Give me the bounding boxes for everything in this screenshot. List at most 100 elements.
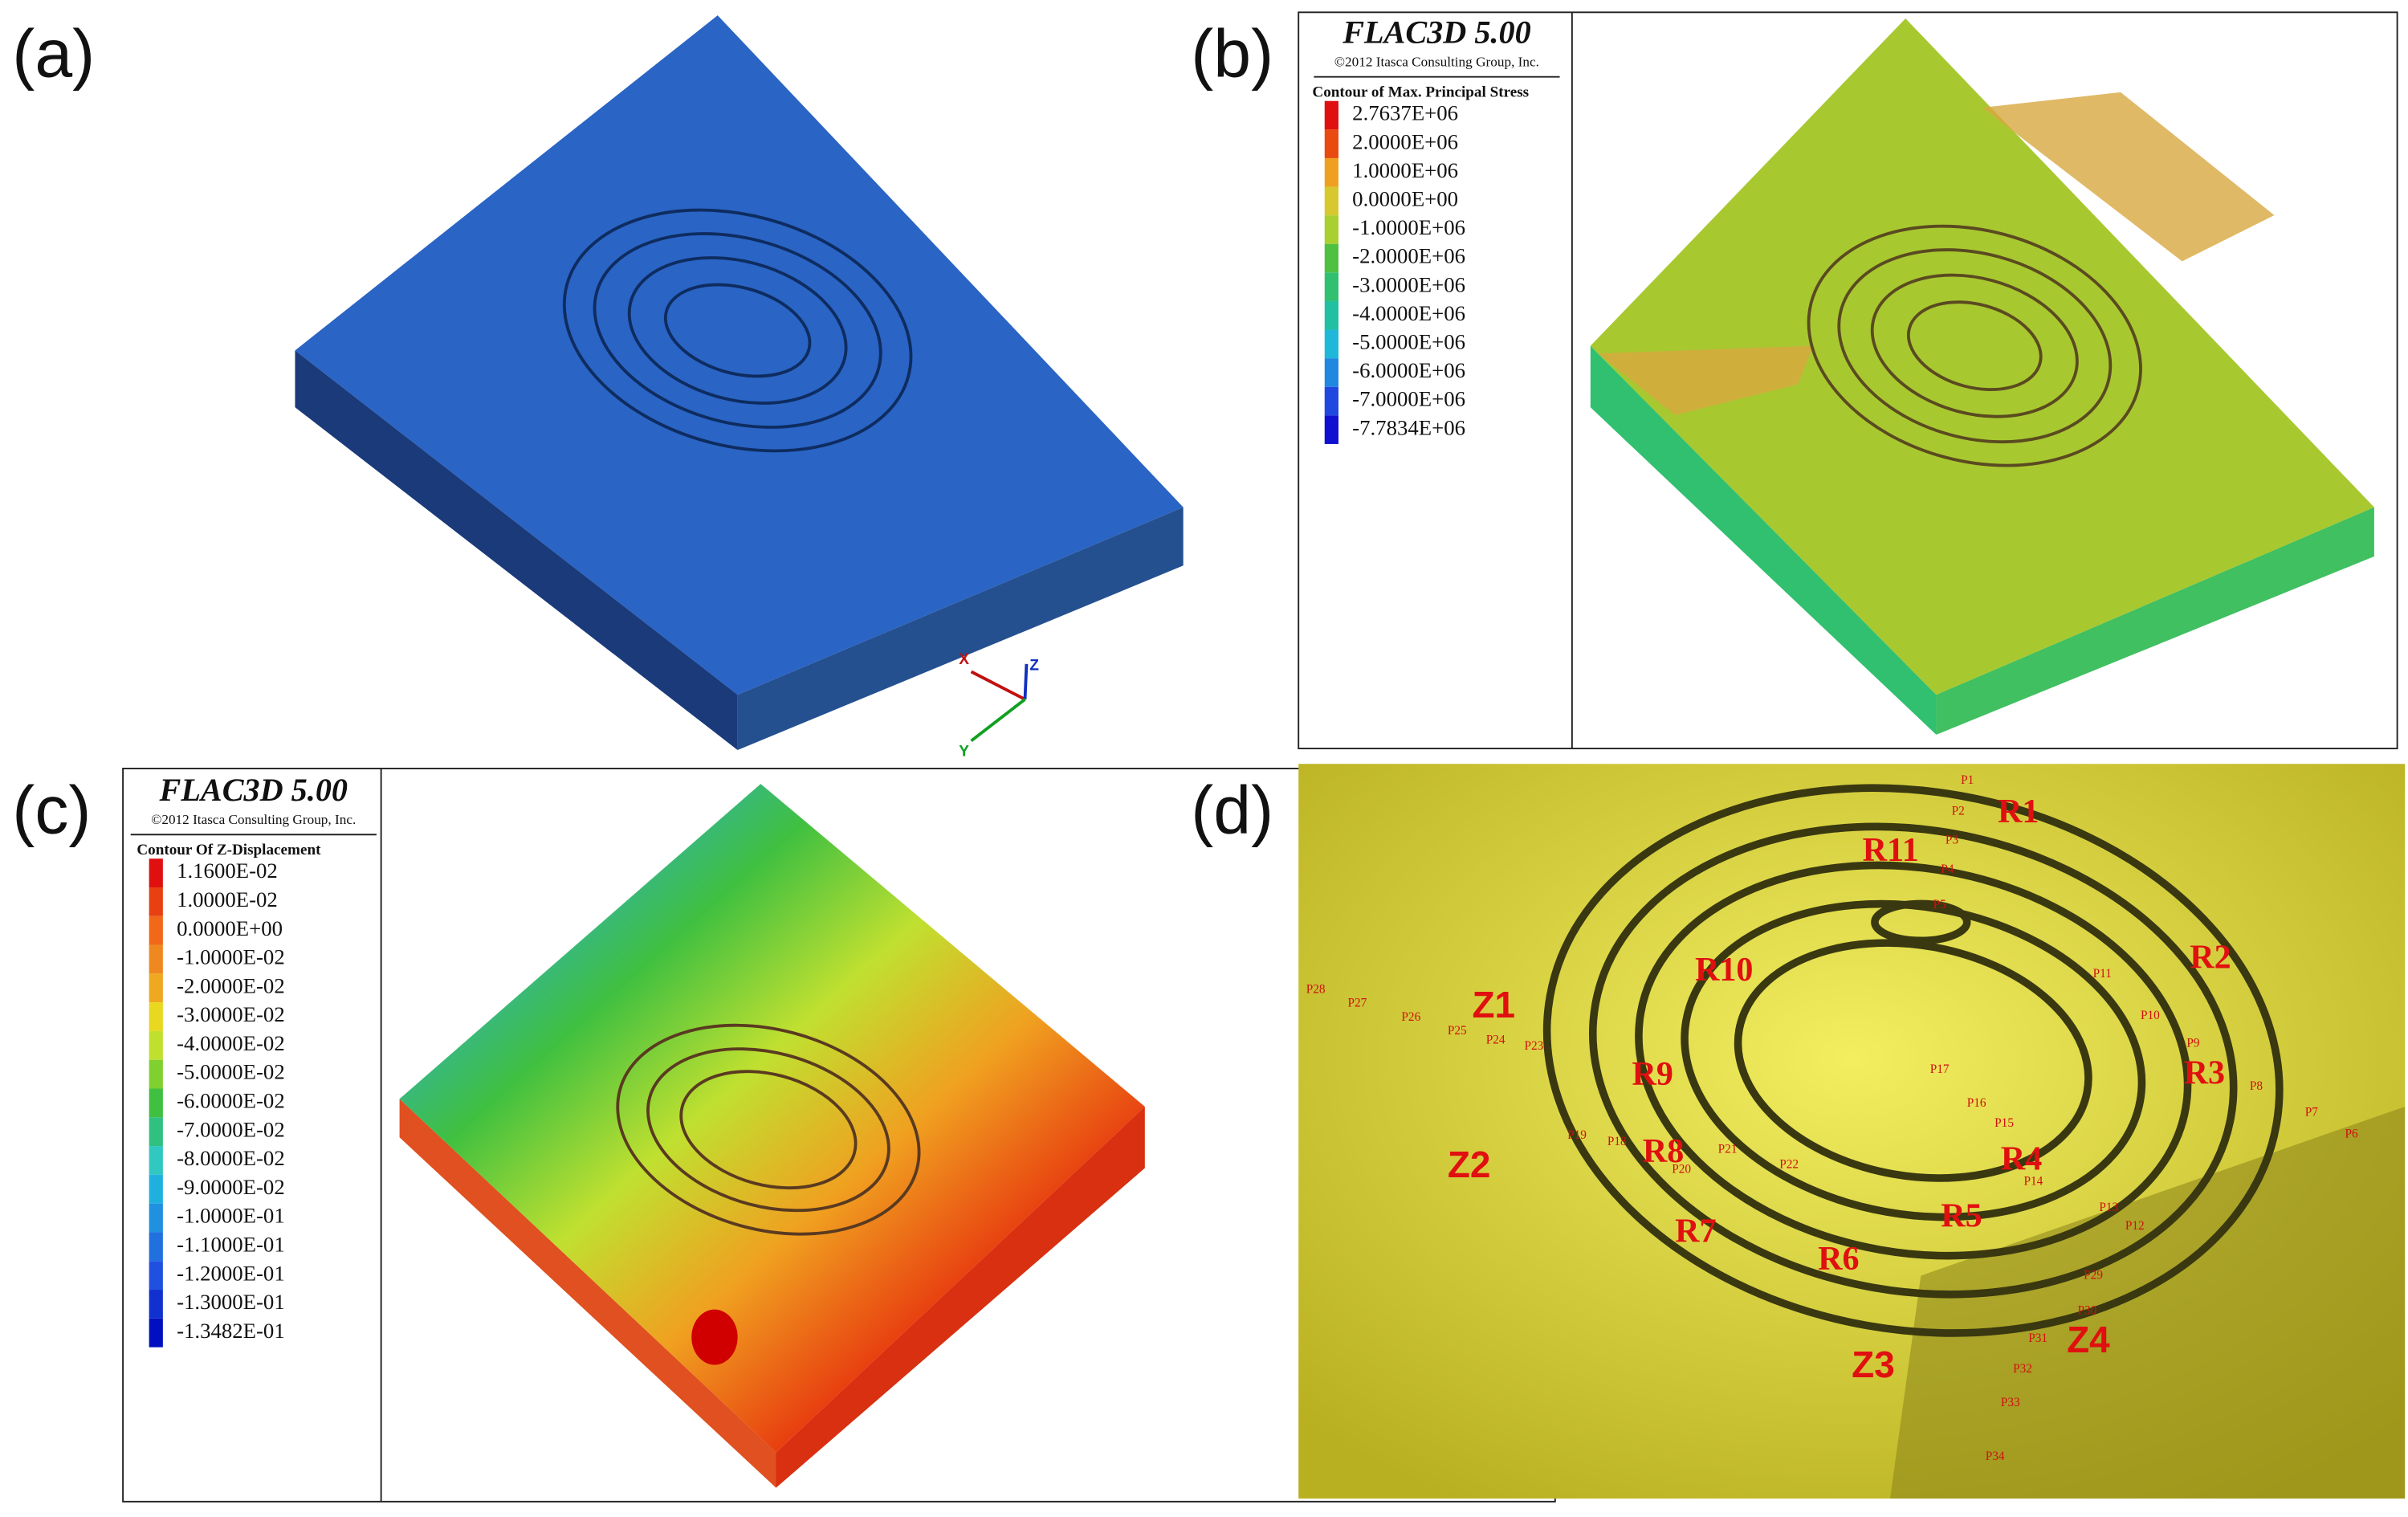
legend-label: -4.0000E+06: [1352, 301, 1465, 325]
section-label: R4: [2001, 1140, 2042, 1177]
section-label: R5: [1941, 1197, 1982, 1234]
section-label: R10: [1695, 951, 1754, 989]
legend-label: -1.3000E-01: [177, 1290, 285, 1314]
point-label: P10: [2141, 1009, 2160, 1022]
legend-swatch: [149, 1002, 163, 1031]
point-label: P8: [2250, 1079, 2263, 1093]
axis-label: Y: [959, 744, 969, 761]
legend-label: 0.0000E+00: [1352, 186, 1458, 210]
legend-label: -1.0000E-02: [177, 945, 285, 969]
legend-swatch: [149, 1261, 163, 1291]
zone-label: Z2: [1448, 1144, 1491, 1185]
point-label: P14: [2024, 1175, 2043, 1189]
legend-title: Contour of Max. Principal Stress: [1312, 84, 1529, 101]
point-label: P25: [1448, 1024, 1467, 1038]
point-label: P9: [2186, 1036, 2200, 1050]
legend-swatch: [149, 1232, 163, 1262]
legend-swatch: [1324, 386, 1338, 416]
legend-label: -3.0000E+06: [1352, 272, 1465, 296]
section-label: R1: [1998, 793, 2039, 830]
pit-benches: [1807, 224, 2142, 467]
legend-title: Contour Of Z-Displacement: [136, 842, 321, 858]
section-label: R2: [2190, 939, 2231, 977]
slope-shadow: [1890, 1106, 2406, 1499]
point-label: P4: [1941, 862, 1954, 876]
legend-swatch: [1324, 215, 1338, 244]
legend-label: -1.0000E+06: [1352, 215, 1465, 239]
legend-label: -1.2000E-01: [177, 1261, 285, 1285]
contour-zone: [1982, 92, 2275, 262]
point-label: P21: [1718, 1142, 1738, 1156]
legend-swatch: [1324, 300, 1338, 330]
legend-swatch: [149, 1318, 163, 1348]
point-label: P26: [1401, 1010, 1420, 1024]
point-label: P24: [1486, 1034, 1506, 1047]
pit-benches: [1542, 784, 2284, 1337]
legend-label: -1.0000E-01: [177, 1204, 285, 1228]
point-label: P6: [2345, 1127, 2359, 1140]
section-label: R7: [1675, 1212, 1716, 1250]
legend-label: -1.3482E-01: [177, 1319, 285, 1343]
legend-swatch: [1324, 129, 1338, 158]
legend-swatch: [1324, 329, 1338, 359]
legend-swatch: [1324, 272, 1338, 301]
model-surface: [1590, 18, 2374, 695]
legend-swatch: [149, 1117, 163, 1147]
zone-label: Z4: [2067, 1319, 2110, 1360]
point-label: P13: [2099, 1201, 2118, 1214]
section-label: R11: [1863, 831, 1919, 869]
panel-label: (a): [12, 16, 95, 92]
point-label: P1: [1961, 773, 1974, 787]
point-label: P34: [1986, 1450, 2005, 1463]
legend-swatch: [1324, 157, 1338, 187]
point-label: P5: [1933, 898, 1947, 911]
legend-label: -5.0000E-02: [177, 1060, 285, 1084]
legend-swatch: [149, 1146, 163, 1175]
panel-label: (d): [1191, 772, 1273, 847]
panel-frame: [1298, 11, 2398, 750]
model-surface: [399, 784, 1145, 1453]
legend-swatch: [149, 973, 163, 1003]
point-label: P23: [1525, 1039, 1544, 1053]
legend-swatch: [149, 1290, 163, 1319]
side-face: [1590, 345, 1937, 735]
side-face: [776, 1106, 1145, 1488]
max-zone: [691, 1309, 738, 1365]
legend-label: -8.0000E-02: [177, 1146, 285, 1170]
software-title: FLAC3D 5.00: [1342, 14, 1530, 51]
section-label: R3: [2184, 1054, 2225, 1091]
copyright: ©2012 Itasca Consulting Group, Inc.: [1334, 54, 1539, 69]
legend-label: -5.0000E+06: [1352, 329, 1465, 353]
legend-label: -4.0000E-02: [177, 1031, 285, 1055]
point-label: P31: [2028, 1331, 2047, 1345]
legend-swatch: [1324, 100, 1338, 130]
legend-swatch: [1324, 415, 1338, 444]
legend-swatch: [149, 1059, 163, 1089]
legend-label: 1.0000E-02: [177, 887, 278, 911]
section-label: R8: [1643, 1132, 1684, 1170]
point-label: P7: [2305, 1105, 2319, 1119]
legend-swatch: [1324, 243, 1338, 273]
section-label: R6: [1818, 1240, 1859, 1278]
legend-label: -1.1000E-01: [177, 1232, 285, 1256]
point-label: P30: [2078, 1303, 2097, 1317]
point-label: P12: [2125, 1219, 2145, 1233]
side-face: [1936, 507, 2374, 735]
pit-benches: [562, 208, 913, 453]
section-label: R9: [1632, 1055, 1673, 1093]
point-label: P29: [2084, 1268, 2103, 1282]
legend-label: -3.0000E-02: [177, 1002, 285, 1026]
legend-swatch: [149, 916, 163, 945]
legend-swatch: [149, 1174, 163, 1204]
model-surface: [295, 15, 1184, 695]
axis-label: Z: [1029, 657, 1039, 674]
legend-label: -2.0000E-02: [177, 973, 285, 997]
axis-triad: [970, 663, 1029, 743]
legend-label: -7.0000E+06: [1352, 387, 1465, 411]
point-label: P20: [1672, 1162, 1691, 1176]
point-label: P19: [1567, 1128, 1587, 1142]
point-label: P11: [2093, 967, 2112, 981]
point-label: P28: [1306, 982, 1326, 996]
